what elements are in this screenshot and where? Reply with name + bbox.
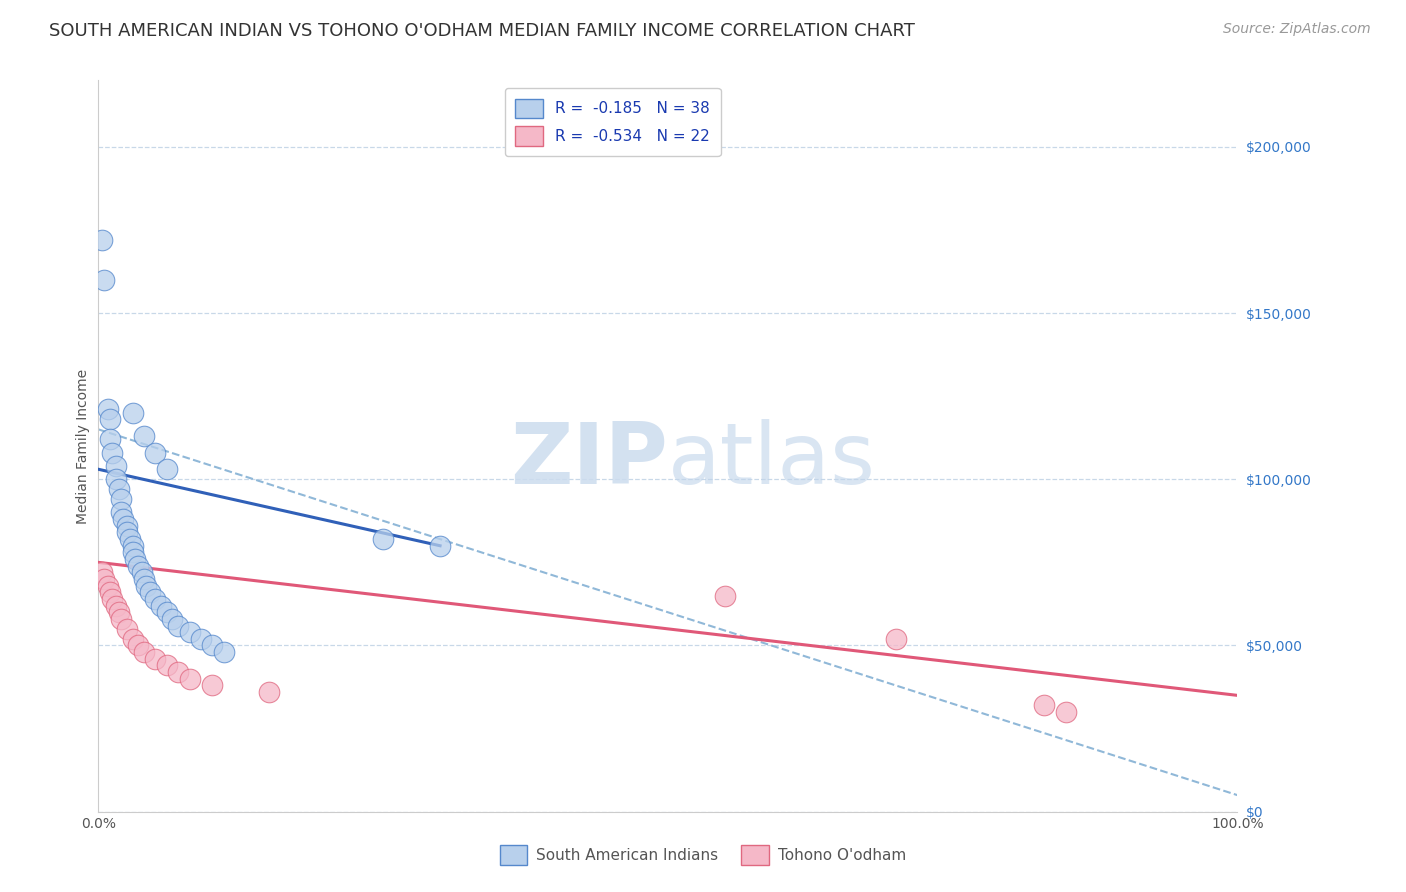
Point	[108, 605, 131, 619]
Point	[1056, 705, 1078, 719]
Point	[90, 566, 112, 580]
Point	[167, 665, 190, 679]
Point	[120, 532, 142, 546]
Point	[201, 639, 224, 653]
Point	[121, 632, 143, 646]
Point	[190, 632, 212, 646]
Point	[101, 445, 124, 459]
Point	[98, 433, 121, 447]
Point	[104, 458, 127, 473]
Point	[179, 672, 201, 686]
Point	[121, 539, 143, 553]
Point	[145, 591, 167, 606]
Point	[1032, 698, 1054, 713]
Point	[101, 591, 124, 606]
Point	[108, 482, 131, 496]
Point	[156, 605, 179, 619]
Point	[98, 412, 121, 426]
Point	[145, 445, 167, 459]
Point	[212, 645, 235, 659]
Point	[150, 599, 173, 613]
Point	[156, 658, 179, 673]
Point	[110, 612, 132, 626]
Legend: R =  -0.185   N = 38, R =  -0.534   N = 22: R = -0.185 N = 38, R = -0.534 N = 22	[505, 88, 720, 156]
Point	[132, 429, 155, 443]
Point	[156, 462, 179, 476]
Text: atlas: atlas	[668, 419, 876, 502]
Point	[104, 599, 127, 613]
Point	[96, 579, 118, 593]
Point	[714, 589, 737, 603]
Point	[98, 585, 121, 599]
Point	[135, 579, 157, 593]
Point	[132, 572, 155, 586]
Point	[145, 652, 167, 666]
Point	[884, 632, 907, 646]
Point	[121, 406, 143, 420]
Point	[110, 492, 132, 507]
Point	[104, 472, 127, 486]
Point	[112, 512, 135, 526]
Text: ZIP: ZIP	[510, 419, 668, 502]
Text: SOUTH AMERICAN INDIAN VS TOHONO O'ODHAM MEDIAN FAMILY INCOME CORRELATION CHART: SOUTH AMERICAN INDIAN VS TOHONO O'ODHAM …	[49, 22, 915, 40]
Point	[162, 612, 184, 626]
Point	[93, 273, 115, 287]
Point	[429, 539, 451, 553]
Point	[96, 402, 118, 417]
Point	[259, 685, 281, 699]
Text: Source: ZipAtlas.com: Source: ZipAtlas.com	[1223, 22, 1371, 37]
Point	[132, 645, 155, 659]
Point	[121, 545, 143, 559]
Point	[371, 532, 394, 546]
Point	[115, 525, 138, 540]
Point	[90, 233, 112, 247]
Point	[124, 552, 146, 566]
Legend: South American Indians, Tohono O'odham: South American Indians, Tohono O'odham	[494, 839, 912, 871]
Point	[127, 558, 149, 573]
Point	[131, 566, 153, 580]
Point	[127, 639, 149, 653]
Point	[201, 678, 224, 692]
Point	[115, 518, 138, 533]
Point	[179, 625, 201, 640]
Point	[167, 618, 190, 632]
Y-axis label: Median Family Income: Median Family Income	[76, 368, 90, 524]
Point	[110, 506, 132, 520]
Point	[115, 622, 138, 636]
Point	[93, 572, 115, 586]
Point	[138, 585, 160, 599]
